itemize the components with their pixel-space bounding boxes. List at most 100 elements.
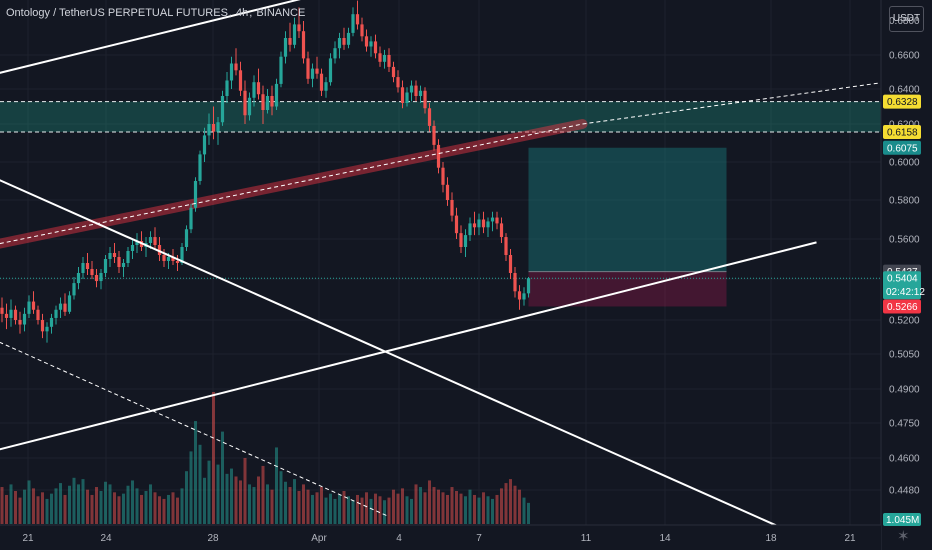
candle: [369, 36, 373, 57]
price-tag-label: 0.6075: [887, 143, 918, 154]
candle-body: [274, 83, 279, 107]
candle: [364, 29, 369, 52]
time-tick-label: 14: [659, 533, 671, 544]
candle-body: [157, 245, 162, 255]
volume-bar: [297, 491, 301, 524]
time-tick-label: 24: [100, 533, 112, 544]
candle: [175, 255, 180, 271]
volume-bar: [473, 494, 476, 524]
volume-bar: [270, 489, 274, 524]
candle-body: [382, 55, 387, 62]
price-tag-green: [883, 271, 921, 300]
candle: [409, 80, 414, 102]
candle-body: [135, 241, 139, 245]
price-tag-label: 0.6158: [887, 127, 918, 138]
volume-bar: [180, 488, 184, 524]
candle: [306, 51, 310, 84]
volume-bar: [81, 479, 85, 524]
volume-bar: [477, 497, 481, 524]
candle-body: [292, 24, 297, 45]
volume-bar: [167, 494, 170, 524]
candle-body: [400, 87, 405, 103]
trendline: [0, 241, 817, 451]
volume-bar: [108, 484, 112, 524]
candle: [126, 247, 130, 267]
candle-body: [81, 263, 85, 273]
candle-body: [193, 181, 198, 208]
candle-body: [117, 257, 121, 267]
candle: [427, 103, 432, 132]
candle-body: [283, 38, 288, 57]
volume-bar: [140, 494, 143, 524]
volume-bar: [428, 480, 431, 524]
candle-body: [175, 261, 180, 263]
candle-body: [184, 229, 189, 247]
volume-bar: [90, 494, 94, 524]
candle-body: [36, 309, 40, 320]
volume-bar: [239, 480, 242, 524]
candle: [441, 162, 445, 193]
long-position-tool[interactable]: [0, 147, 881, 307]
candle-body: [207, 124, 211, 136]
candle: [148, 231, 153, 249]
candle: [405, 87, 409, 107]
candle-body: [432, 125, 436, 145]
volume-bar: [113, 492, 116, 524]
candle-body: [54, 309, 58, 318]
candle: [486, 217, 490, 238]
candle: [355, 0, 360, 30]
volume-bar: [171, 492, 175, 524]
volume-bar: [522, 497, 526, 524]
candle-body: [360, 24, 364, 37]
volume-bar: [203, 477, 206, 524]
candle: [36, 305, 40, 325]
currency-button[interactable]: USDT: [889, 6, 924, 32]
candle: [135, 233, 139, 253]
candle: [328, 53, 333, 86]
candle: [324, 77, 328, 98]
candle-body: [18, 320, 22, 325]
candle: [499, 217, 504, 243]
candle-body: [333, 48, 337, 59]
volume-bar: [212, 392, 215, 524]
volume-bar: [234, 476, 238, 524]
candle: [139, 231, 144, 251]
time-tick-label: Apr: [311, 533, 327, 544]
volume-bar: [41, 492, 44, 524]
candle-body: [261, 94, 265, 110]
candle: [157, 237, 162, 261]
time-tick-label: 11: [581, 533, 592, 544]
volume-bar: [315, 492, 319, 524]
candle: [256, 68, 261, 100]
volume-bar: [356, 494, 359, 524]
price-tick-label: 0.4600: [889, 454, 920, 465]
candle: [225, 72, 229, 103]
volume-bar: [369, 498, 373, 524]
volume-tag-label: 1.045M: [886, 515, 919, 526]
volume-bar: [122, 493, 125, 524]
candle: [49, 313, 54, 334]
candles: [0, 0, 531, 343]
chart-title[interactable]: Ontology / TetherUS PERPETUAL FUTURES, 4…: [6, 7, 306, 19]
candle-body: [121, 263, 126, 267]
volume-bar: [450, 487, 454, 524]
candle-body: [112, 253, 117, 257]
candle-body: [373, 41, 378, 54]
candle-body: [499, 223, 504, 238]
candle-body: [310, 68, 315, 79]
time-axis[interactable]: 21 24 28 Apr 4 7 11 14 18 21: [0, 524, 881, 550]
candle-body: [328, 58, 333, 83]
trendlines-overlay[interactable]: [0, 0, 898, 545]
volume-bar: [45, 498, 49, 524]
volume-bar: [261, 465, 265, 524]
volume-bar: [365, 492, 368, 524]
candle: [481, 211, 486, 234]
volume-bars: [0, 392, 530, 524]
candle: [112, 243, 117, 263]
price-zone[interactable]: [0, 101, 881, 133]
candle-body: [67, 295, 72, 312]
candle: [108, 247, 112, 267]
volume-bar: [509, 479, 512, 524]
volume-bar: [221, 431, 224, 524]
